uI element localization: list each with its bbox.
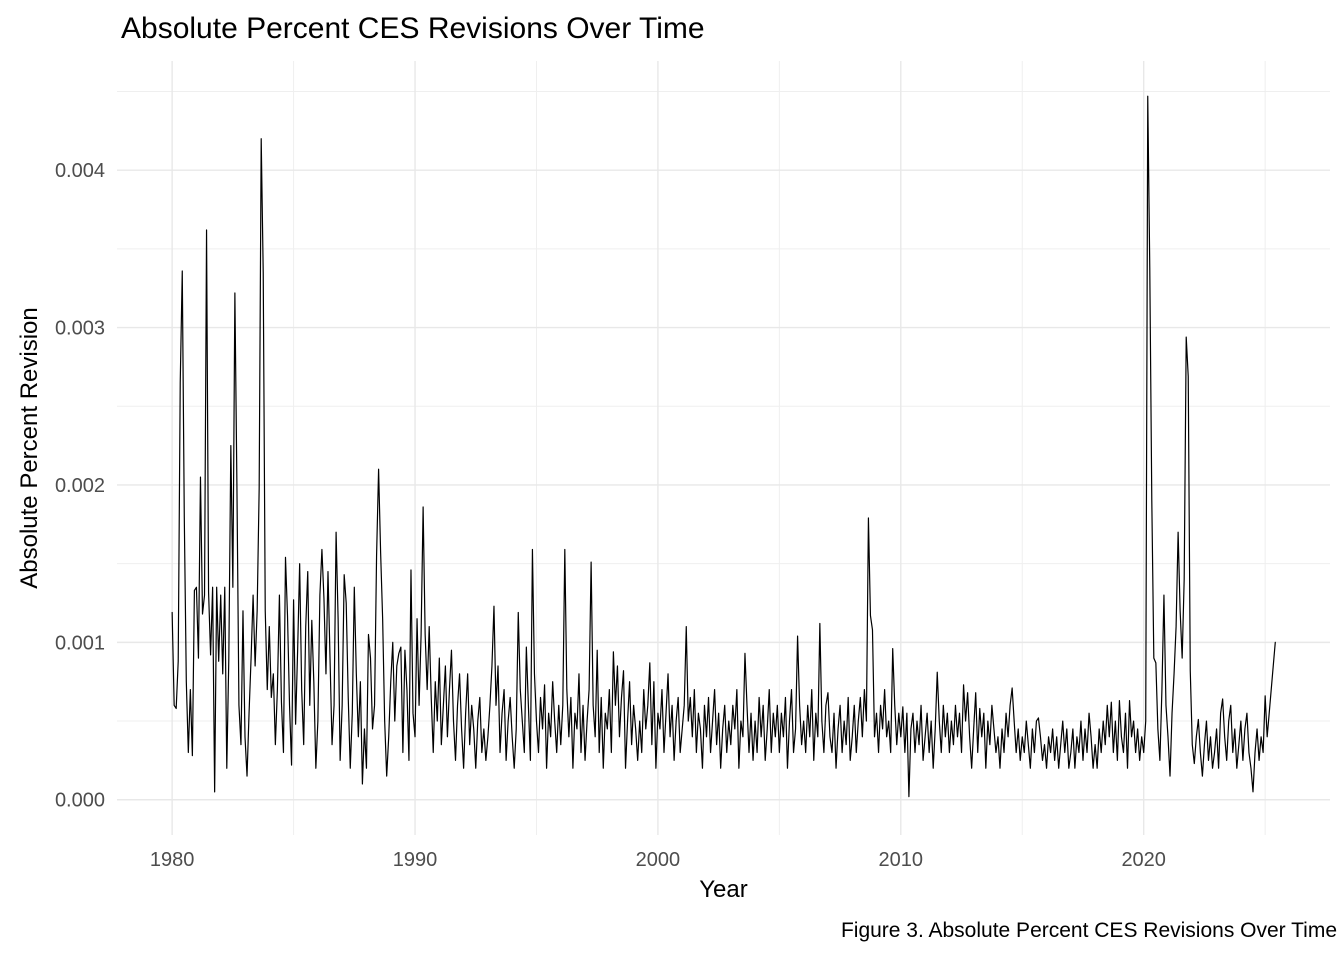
y-tick-label: 0.002: [55, 475, 105, 497]
y-tick-label: 0.003: [55, 318, 105, 340]
x-tick-label: 1980: [150, 849, 195, 871]
y-tick-label: 0.004: [55, 160, 105, 182]
y-tick-label: 0.000: [55, 790, 105, 812]
x-axis-title-row: Year: [0, 876, 1344, 904]
x-tick-label: 2020: [1121, 849, 1166, 871]
x-tick-label: 2000: [636, 849, 681, 871]
x-axis-title: Year: [699, 876, 748, 903]
x-tick-label: 2010: [879, 849, 924, 871]
chart-title: Absolute Percent CES Revisions Over Time: [121, 12, 705, 45]
revision-series-line: [171, 95, 1276, 798]
x-tick-label: 1990: [393, 849, 438, 871]
figure-caption: Figure 3. Absolute Percent CES Revisions…: [840, 919, 1337, 942]
y-tick-label: 0.001: [55, 632, 105, 654]
